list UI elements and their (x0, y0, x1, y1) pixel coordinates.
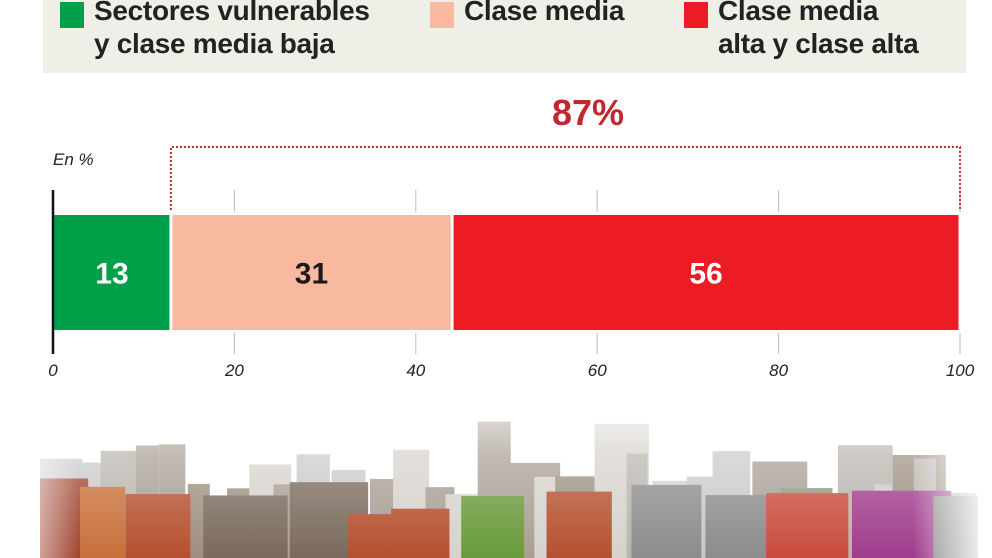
bar-segment (53, 215, 170, 330)
tick-label: 80 (769, 361, 788, 380)
data-label: 56 (689, 258, 722, 291)
tick-label: 60 (588, 361, 607, 380)
legend-item-vulnerables: Sectores vulnerables y clase media baja (60, 0, 370, 60)
bar-segment (172, 215, 451, 330)
annotation-total: 87% (552, 92, 625, 133)
legend-item-clase-alta: Clase media alta y clase alta (684, 0, 919, 60)
data-label: 31 (295, 258, 328, 291)
legend-label: Sectores vulnerables (94, 0, 370, 26)
tick-label: 100 (946, 361, 975, 380)
tick-label: 0 (48, 361, 58, 380)
bar-segment (453, 215, 959, 330)
annotation-bracket (169, 146, 961, 210)
legend-label: y clase media baja (94, 28, 335, 59)
legend: Sectores vulnerables y clase media baja … (43, 0, 966, 73)
tick-label: 20 (224, 361, 244, 380)
legend-swatch-red (684, 2, 708, 28)
legend-swatch-green (60, 2, 84, 28)
legend-item-clase-media: Clase media (430, 0, 624, 28)
data-label: 13 (95, 258, 128, 291)
tick-label: 40 (406, 361, 425, 380)
legend-label: alta y clase alta (718, 28, 919, 59)
legend-swatch-salmon (430, 2, 454, 28)
legend-label: Clase media (464, 0, 625, 26)
unit-label: En % (53, 150, 94, 169)
legend-label: Clase media (718, 0, 879, 26)
city-photo (0, 370, 992, 558)
